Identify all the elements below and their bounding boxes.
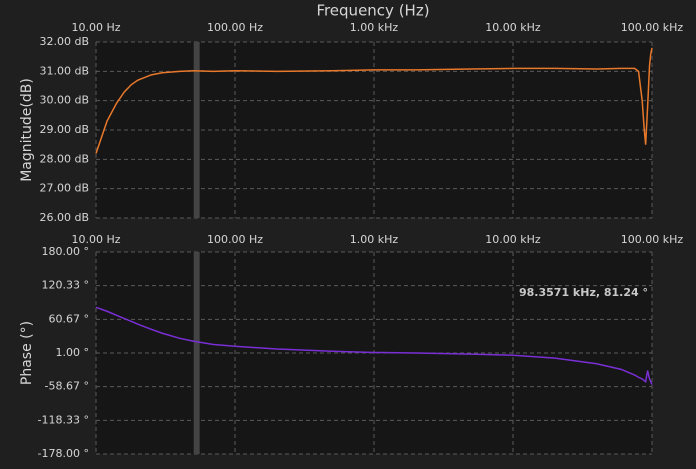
y-tick-label: 180.00 ° bbox=[42, 245, 90, 258]
y-tick-label: 31.00 dB bbox=[39, 64, 89, 77]
cursor-band bbox=[193, 42, 200, 218]
y-axis-label: Phase (°) bbox=[19, 321, 35, 385]
y-tick-label: -178.00 ° bbox=[38, 447, 89, 460]
x-tick-label: 10.00 kHz bbox=[485, 21, 541, 34]
y-axis-label: Magnitude(dB) bbox=[19, 78, 35, 182]
cursor-band bbox=[193, 252, 200, 454]
y-tick-label: 26.00 dB bbox=[39, 211, 89, 224]
y-tick-label: 60.67 ° bbox=[49, 312, 90, 325]
y-tick-label: 32.00 dB bbox=[39, 35, 89, 48]
y-tick-label: 30.00 dB bbox=[39, 94, 89, 107]
x-tick-label: 10.00 kHz bbox=[485, 233, 541, 246]
chart-title: Frequency (Hz) bbox=[316, 2, 429, 20]
y-tick-label: -118.33 ° bbox=[38, 413, 89, 426]
y-tick-label: 29.00 dB bbox=[39, 123, 89, 136]
series-line bbox=[95, 306, 653, 385]
series-line bbox=[95, 47, 653, 154]
y-tick-label: -58.67 ° bbox=[45, 380, 89, 393]
y-tick-label: 120.33 ° bbox=[42, 279, 90, 292]
x-tick-label: 100.00 Hz bbox=[207, 21, 263, 34]
x-tick-label: 10.00 Hz bbox=[71, 233, 120, 246]
y-tick-label: 27.00 dB bbox=[39, 182, 89, 195]
x-tick-label: 10.00 Hz bbox=[71, 21, 120, 34]
x-tick-label: 1.00 kHz bbox=[350, 21, 399, 34]
x-tick-label: 100.00 kHz bbox=[621, 233, 684, 246]
x-tick-label: 100.00 Hz bbox=[207, 233, 263, 246]
x-tick-label: 100.00 kHz bbox=[621, 21, 684, 34]
y-tick-label: 28.00 dB bbox=[39, 152, 89, 165]
y-tick-label: 1.00 ° bbox=[56, 346, 90, 359]
x-tick-label: 1.00 kHz bbox=[350, 233, 399, 246]
cursor-readout: 98.3571 kHz, 81.24 ° bbox=[519, 286, 648, 299]
